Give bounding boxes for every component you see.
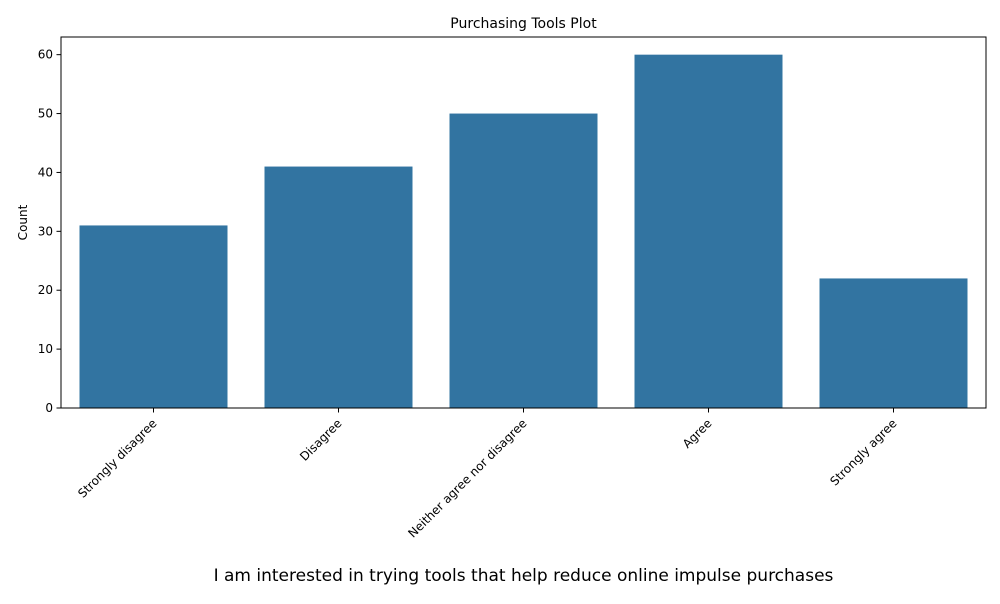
y-tick-label: 60 [38,48,53,62]
y-tick-label: 40 [38,165,53,179]
bar-strongly-agree [819,278,968,408]
y-tick-label: 0 [45,401,53,415]
y-tick-label: 30 [38,224,53,238]
chart-title: Purchasing Tools Plot [450,16,597,32]
x-tick-label: Strongly agree [827,416,899,488]
axes-frame [60,36,987,409]
bar-agree [634,54,783,409]
x-axis-label: I am interested in trying tools that hel… [214,566,834,586]
x-tick-label: Strongly disagree [75,416,159,500]
y-tick-label: 10 [38,342,53,356]
plot-area: 0 10 20 30 40 50 60 Strongly disagree Disagree Ne… [38,36,987,540]
y-axis-label: Count [16,204,30,240]
x-tick-label: Neither agree nor disagree [405,416,529,540]
bar-strongly-disagree [79,225,228,408]
bar-neither-agree-nor-disagree [449,113,598,409]
x-tick-label: Disagree [297,416,345,464]
y-tick-label: 50 [38,107,53,121]
x-tick-label: Agree [680,416,715,451]
bar-disagree [264,166,413,408]
y-tick-label: 20 [38,283,53,297]
